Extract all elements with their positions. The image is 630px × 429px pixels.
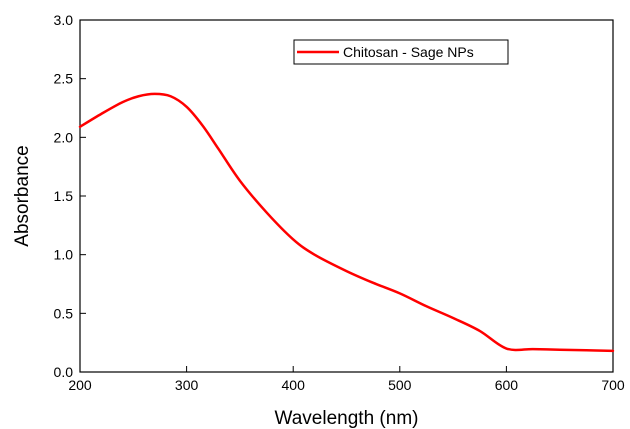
- y-tick-label-0: 0.0: [54, 364, 74, 380]
- x-tick-label-700: 700: [601, 377, 625, 393]
- series-line-0: [78, 92, 615, 353]
- series-lines: [78, 92, 615, 353]
- y-tick-label-1.5: 1.5: [54, 188, 74, 204]
- tick-labels: 200 300 400 500 600 700 0.0 0.5 1.0 1.5 2.0 2.5 3.0: [54, 12, 625, 393]
- y-tick-label-2: 2.0: [54, 129, 74, 145]
- y-tick-label-1: 1.0: [54, 247, 74, 263]
- x-tick-label-500: 500: [388, 377, 412, 393]
- tick-marks: [79, 19, 614, 373]
- legend: Chitosan - Sage NPs: [293, 39, 509, 65]
- legend-label: Chitosan - Sage NPs: [343, 44, 474, 60]
- y-tick-label-0.5: 0.5: [54, 305, 74, 321]
- axes: [79, 19, 614, 373]
- x-tick-label-200: 200: [68, 377, 92, 393]
- x-tick-label-600: 600: [495, 377, 519, 393]
- plot-frame: [79, 19, 614, 373]
- x-tick-label-300: 300: [175, 377, 199, 393]
- y-tick-label-2.5: 2.5: [54, 71, 74, 87]
- x-axis-label: Wavelength (nm): [275, 408, 419, 429]
- y-axis-label: Absorbance: [12, 145, 33, 246]
- x-tick-label-400: 400: [282, 377, 306, 393]
- y-tick-label-3: 3.0: [54, 12, 74, 28]
